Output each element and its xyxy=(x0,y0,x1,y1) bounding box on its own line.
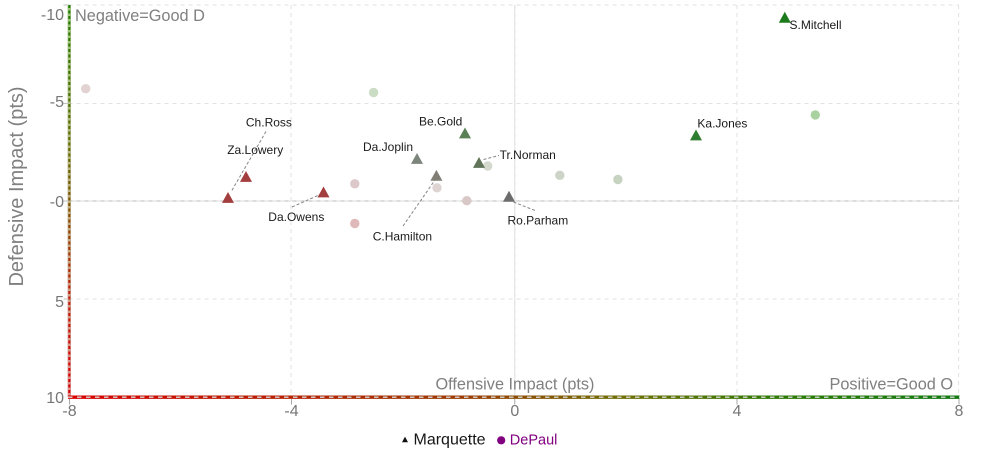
svg-text:Ch.Ross: Ch.Ross xyxy=(246,116,292,130)
svg-text:Tr.Norman: Tr.Norman xyxy=(500,148,556,162)
svg-text:Be.Gold: Be.Gold xyxy=(419,115,462,129)
svg-text:0: 0 xyxy=(510,403,519,420)
svg-text:-4: -4 xyxy=(284,403,298,420)
svg-text:-8: -8 xyxy=(62,403,76,420)
svg-text:Ro.Parham: Ro.Parham xyxy=(508,214,569,228)
svg-text:4: 4 xyxy=(733,403,742,420)
svg-text:-0: -0 xyxy=(50,194,64,211)
svg-text:Da.Owens: Da.Owens xyxy=(268,210,324,224)
svg-text:Za.Lowery: Za.Lowery xyxy=(227,143,283,157)
svg-text:-5: -5 xyxy=(50,94,64,111)
svg-text:C.Hamilton: C.Hamilton xyxy=(373,229,432,243)
svg-text:Ka.Jones: Ka.Jones xyxy=(697,117,747,131)
svg-text:-10: -10 xyxy=(41,7,64,24)
svg-text:S.Mitchell: S.Mitchell xyxy=(790,18,842,32)
svg-text:5: 5 xyxy=(55,294,64,311)
svg-text:Positive=Good O: Positive=Good O xyxy=(829,376,953,394)
svg-text:Offensive Impact (pts): Offensive Impact (pts) xyxy=(436,376,595,394)
svg-text:10: 10 xyxy=(46,390,64,407)
svg-text:Marquette: Marquette xyxy=(414,431,486,448)
svg-text:Negative=Good D: Negative=Good D xyxy=(75,7,205,25)
svg-text:Da.Joplin: Da.Joplin xyxy=(363,140,413,154)
svg-text:DePaul: DePaul xyxy=(510,432,558,448)
svg-text:8: 8 xyxy=(955,403,964,420)
svg-text:Defensive Impact (pts): Defensive Impact (pts) xyxy=(6,86,28,286)
